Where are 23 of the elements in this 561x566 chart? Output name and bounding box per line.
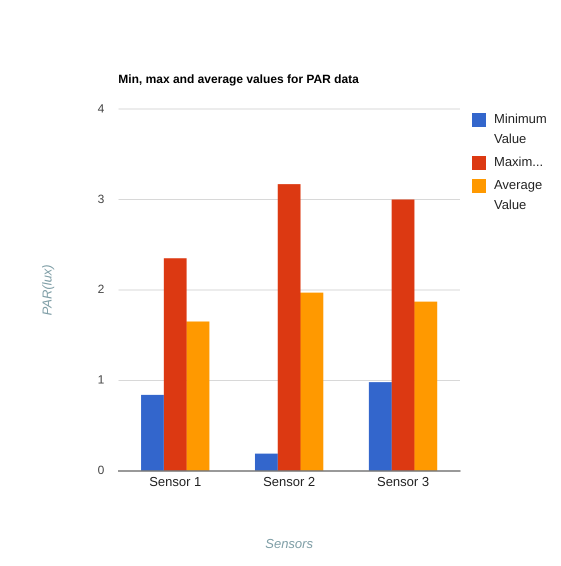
- bar: [141, 394, 164, 470]
- bar: [254, 454, 278, 470]
- y-tick-label: 2: [98, 282, 105, 296]
- y-tick-label: 1: [98, 372, 105, 387]
- legend-label: Average Value: [494, 176, 544, 214]
- bar: [392, 199, 414, 470]
- y-tick-label: 0: [98, 463, 105, 478]
- x-tick-label: Sensor 2: [263, 474, 316, 490]
- y-tick-label: 4: [98, 101, 105, 116]
- legend-label: Minimum Value: [494, 110, 548, 148]
- bar: [278, 184, 301, 470]
- x-axis-title: Sensors: [265, 536, 314, 551]
- bar: [414, 302, 438, 470]
- bar: [368, 382, 392, 470]
- bar: [164, 258, 187, 470]
- chart-title: Min, max and average values for PAR data: [118, 72, 360, 86]
- legend-label: Maxim...: [494, 153, 544, 171]
- bar: [300, 292, 324, 470]
- y-tick-label: 3: [98, 192, 105, 206]
- x-tick-label: Sensor 1: [149, 474, 202, 490]
- bar: [186, 322, 210, 470]
- y-axis-title: PAR(lux): [39, 264, 54, 316]
- x-tick-label: Sensor 3: [377, 474, 430, 490]
